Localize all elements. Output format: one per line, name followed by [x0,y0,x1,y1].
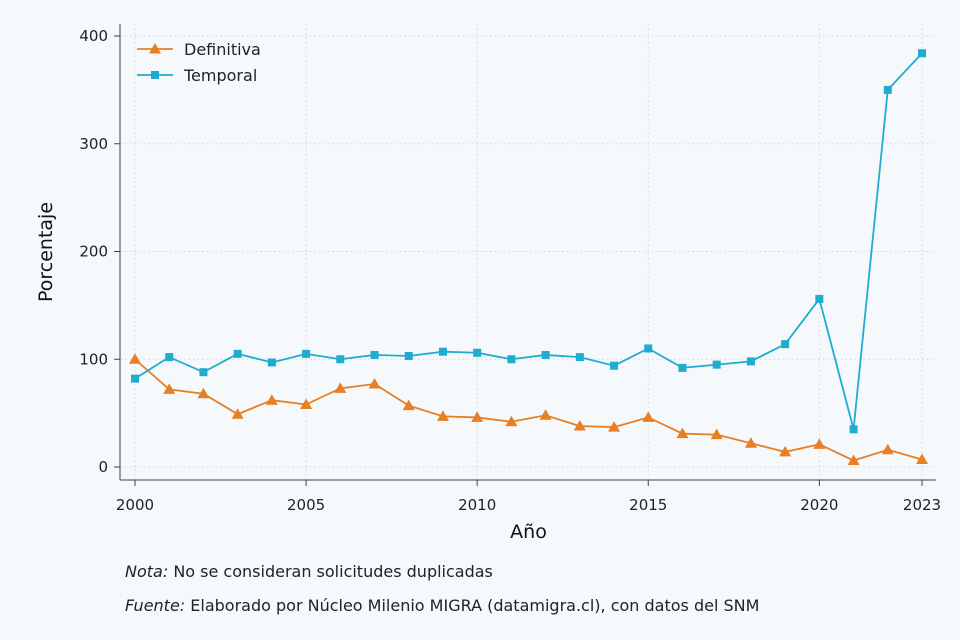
point-definitiva-2004 [265,394,278,405]
point-definitiva-2014 [608,421,621,432]
nota-text: No se consideran solicitudes duplicadas [168,562,493,581]
y-tick-label-400: 400 [79,27,108,45]
x-tick-label-2015: 2015 [629,496,667,514]
point-temporal-2022 [883,85,892,94]
point-temporal-2013 [575,353,584,362]
y-tick-label-100: 100 [79,350,108,368]
point-definitiva-2010 [471,411,484,422]
point-definitiva-2006 [334,382,347,393]
point-temporal-2023 [918,49,926,58]
y-tick-label-300: 300 [79,135,108,153]
point-temporal-2020 [815,294,824,303]
line-chart: 0 100 200 300 400 2000 2005 2010 2015 2020 2023 Año… [35,24,941,543]
point-definitiva-2001 [163,383,176,394]
point-temporal-2015 [644,344,653,353]
fuente-label: Fuente: [125,596,186,615]
point-temporal-2001 [165,353,174,362]
point-temporal-2006 [336,355,345,364]
point-temporal-2005 [302,349,311,358]
point-definitiva-2000 [129,353,141,364]
point-temporal-2009 [438,347,447,356]
nota-line: Nota: No se consideran solicitudes dupli… [125,555,759,589]
point-definitiva-2019 [779,445,792,457]
chart-notes: Nota: No se consideran solicitudes dupli… [125,555,759,623]
point-temporal-2000 [131,374,139,383]
point-temporal-2003 [233,349,242,358]
point-definitiva-2020 [813,438,826,449]
y-axis-title: Porcentaje [35,202,57,302]
point-definitiva-2022 [881,443,894,455]
legend-marker-temporal [151,71,159,79]
point-definitiva-2002 [197,387,210,399]
point-temporal-2004 [267,358,276,367]
legend-label-temporal: Temporal [183,66,257,85]
series-line-temporal [134,52,923,430]
point-definitiva-2007 [368,378,381,389]
point-temporal-2016 [678,363,687,372]
x-tick-label-2000: 2000 [116,496,154,514]
point-temporal-2017 [712,360,721,369]
point-definitiva-2003 [231,408,244,419]
point-definitiva-2021 [847,454,860,466]
nota-label: Nota: [125,562,169,581]
fuente-text: Elaborado por Núcleo Milenio MIGRA (data… [185,596,760,615]
point-definitiva-2009 [436,410,449,421]
fuente-line: Fuente: Elaborado por Núcleo Milenio MIG… [125,589,759,623]
x-tick-label-2010: 2010 [458,496,496,514]
point-temporal-2011 [507,355,516,364]
point-temporal-2019 [781,340,790,349]
x-tick-label-2023: 2023 [903,496,941,514]
x-tick-label-2020: 2020 [800,496,838,514]
point-definitiva-2023 [916,453,928,464]
point-temporal-2014 [610,361,619,370]
legend-label-definitiva: Definitiva [184,40,261,59]
point-temporal-2002 [199,368,208,377]
y-tick-label-200: 200 [79,243,108,261]
point-definitiva-2012 [539,409,552,420]
point-temporal-2021 [849,425,858,434]
point-definitiva-2015 [642,411,655,422]
point-temporal-2012 [541,350,550,359]
point-definitiva-2016 [676,427,689,439]
x-axis-title: Año [510,521,547,543]
point-temporal-2007 [370,350,379,359]
legend-marker-definitiva [149,43,161,54]
point-definitiva-2011 [505,415,518,427]
point-definitiva-2005 [300,398,313,410]
point-temporal-2010 [473,348,482,357]
x-tick-label-2005: 2005 [287,496,325,514]
y-tick-label-0: 0 [98,458,108,476]
point-definitiva-2013 [573,420,586,431]
point-definitiva-2017 [710,428,723,440]
point-temporal-2008 [404,352,413,361]
point-temporal-2018 [746,357,755,366]
point-definitiva-2008 [402,399,415,411]
series-line-definitiva [134,358,923,462]
point-definitiva-2018 [744,437,757,448]
